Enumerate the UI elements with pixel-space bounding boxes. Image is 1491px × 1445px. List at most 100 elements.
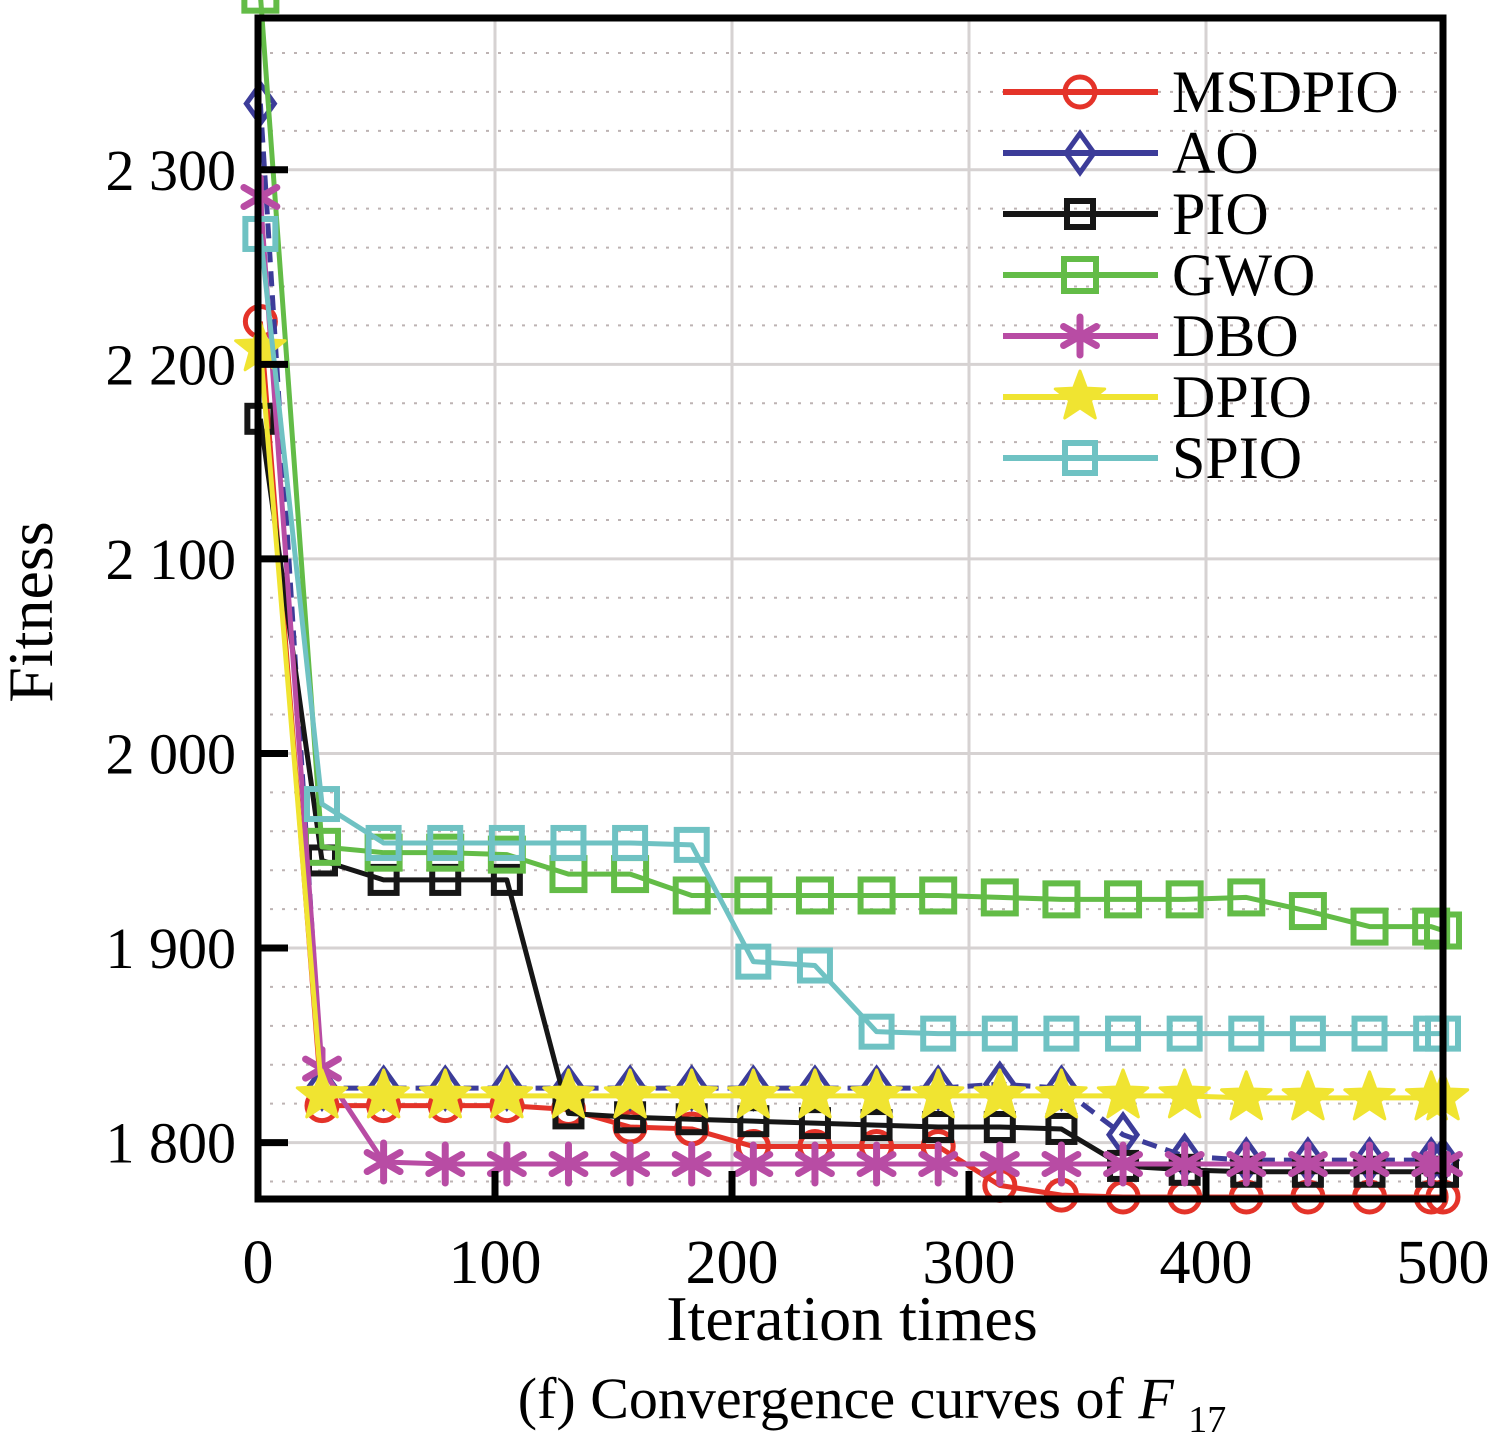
marker-square-SPIO [1351, 1015, 1388, 1052]
x-tick-label: 200 [686, 1229, 779, 1297]
y-axis-title: Fitness [0, 521, 66, 702]
marker-square-PIO [922, 1111, 955, 1144]
marker-star-DPIO [665, 1068, 718, 1119]
y-tick-label: 2 100 [106, 527, 237, 592]
plot-border [254, 14, 1447, 1203]
marker-square-PIO [490, 863, 523, 896]
figure-caption: (f) Convergence curves of F 17 [518, 1366, 1227, 1441]
marker-square-GWO [919, 876, 958, 915]
marker-star-DPIO [542, 1068, 595, 1119]
legend-item-PIO: PIO [1003, 181, 1269, 247]
plot-frame [254, 14, 1447, 1203]
caption-prefix: (f) Convergence curves of [518, 1366, 1139, 1431]
marker-square-SPIO [1228, 1015, 1265, 1052]
marker-star-DPIO [1281, 1070, 1335, 1121]
series-SPIO [242, 215, 1461, 1052]
marker-star-DPIO [1035, 1068, 1088, 1119]
marker-star-DPIO [1053, 369, 1107, 420]
y-tick-label: 2 200 [106, 332, 237, 397]
marker-square-SPIO [303, 786, 340, 823]
marker-square-GWO [1288, 892, 1327, 931]
marker-star-DPIO [357, 1068, 410, 1119]
caption-subscript: 17 [1188, 1399, 1226, 1441]
marker-square-PIO [1064, 198, 1096, 230]
y-tick-label: 2 300 [106, 138, 237, 203]
marker-star-DPIO [1096, 1068, 1150, 1119]
marker-square-SPIO [1166, 1015, 1203, 1052]
marker-asterisk-DBO [979, 1150, 1020, 1177]
marker-square-SPIO [1289, 1015, 1326, 1052]
marker-asterisk-DBO [794, 1150, 835, 1177]
tick-labels: 1 800 1 900 2 000 2 100 2 200 2 300 0 100 200 300… [106, 138, 1490, 1297]
legend-label-MSDPIO: MSDPIO [1172, 59, 1399, 125]
marker-asterisk-DBO [425, 1150, 466, 1177]
legend-label-DPIO: DPIO [1172, 364, 1312, 430]
line-GWO [258, 0, 1444, 933]
legend-item-GWO: GWO [1003, 242, 1315, 308]
marker-star-DPIO [727, 1068, 780, 1119]
legend-item-MSDPIO: MSDPIO [1003, 59, 1399, 125]
marker-star-DPIO [1158, 1068, 1211, 1119]
marker-square-SPIO [920, 1015, 957, 1052]
marker-square-GWO [734, 876, 773, 915]
marker-star-DPIO [419, 1068, 472, 1119]
marker-square-SPIO [735, 943, 772, 980]
marker-square-GWO [1061, 256, 1099, 294]
marker-square-SPIO [427, 824, 464, 861]
marker-asterisk-DBO [1060, 323, 1100, 349]
legend-label-PIO: PIO [1172, 181, 1269, 247]
marker-square-GWO [672, 876, 711, 915]
marker-asterisk-DBO [1226, 1150, 1267, 1177]
marker-asterisk-DBO [1287, 1150, 1328, 1177]
marker-square-GWO [1165, 880, 1204, 919]
x-tick-label: 0 [243, 1229, 274, 1297]
marker-square-SPIO [612, 824, 649, 861]
marker-square-SPIO [1043, 1015, 1080, 1052]
y-tick-label: 2 000 [106, 721, 237, 786]
marker-square-PIO [798, 1107, 831, 1140]
marker-square-SPIO [796, 947, 833, 984]
marker-asterisk-DBO [733, 1150, 774, 1177]
caption-function-symbol: F [1137, 1366, 1174, 1431]
marker-star-DPIO [911, 1068, 965, 1119]
legend-label-AO: AO [1172, 120, 1259, 186]
marker-square-SPIO [1105, 1015, 1142, 1052]
marker-asterisk-DBO [548, 1150, 589, 1177]
marker-square-GWO [1104, 880, 1143, 919]
marker-asterisk-DBO [918, 1150, 959, 1177]
marker-star-DPIO [480, 1068, 534, 1119]
marker-asterisk-DBO [671, 1150, 712, 1177]
marker-square-GWO [1227, 878, 1266, 917]
marker-asterisk-DBO [610, 1150, 651, 1177]
marker-star-DPIO [603, 1068, 657, 1119]
marker-square-SPIO [550, 824, 587, 861]
legend-item-SPIO: SPIO [1003, 425, 1302, 491]
marker-star-DPIO [973, 1068, 1027, 1119]
series-layer [234, 0, 1470, 1215]
marker-square-SPIO [488, 824, 525, 861]
marker-asterisk-DBO [486, 1150, 527, 1177]
marker-star-DPIO [1220, 1070, 1273, 1121]
line-PIO [257, 418, 1443, 1175]
marker-diamond-AO [1062, 129, 1098, 177]
legend-item-DBO: DBO [1003, 303, 1299, 369]
marker-square-SPIO [365, 824, 402, 861]
marker-square-SPIO [981, 1015, 1018, 1052]
y-tick-label: 1 800 [106, 1111, 237, 1176]
line-SPIO [257, 233, 1443, 1037]
marker-circle-MSDPIO [1062, 74, 1098, 110]
legend-item-DPIO: DPIO [1003, 364, 1312, 430]
marker-asterisk-DBO [1349, 1150, 1390, 1177]
legend-item-AO: AO [1003, 120, 1259, 186]
marker-square-GWO [1350, 907, 1389, 946]
marker-star-DPIO [850, 1068, 903, 1119]
marker-square-GWO [1412, 907, 1451, 946]
marker-star-DPIO [295, 1068, 349, 1119]
y-tick-label: 1 900 [106, 916, 237, 981]
legend-label-SPIO: SPIO [1172, 425, 1302, 491]
marker-star-DPIO [788, 1068, 842, 1119]
marker-square-GWO [1042, 880, 1081, 919]
grid-layer [258, 18, 1443, 1199]
